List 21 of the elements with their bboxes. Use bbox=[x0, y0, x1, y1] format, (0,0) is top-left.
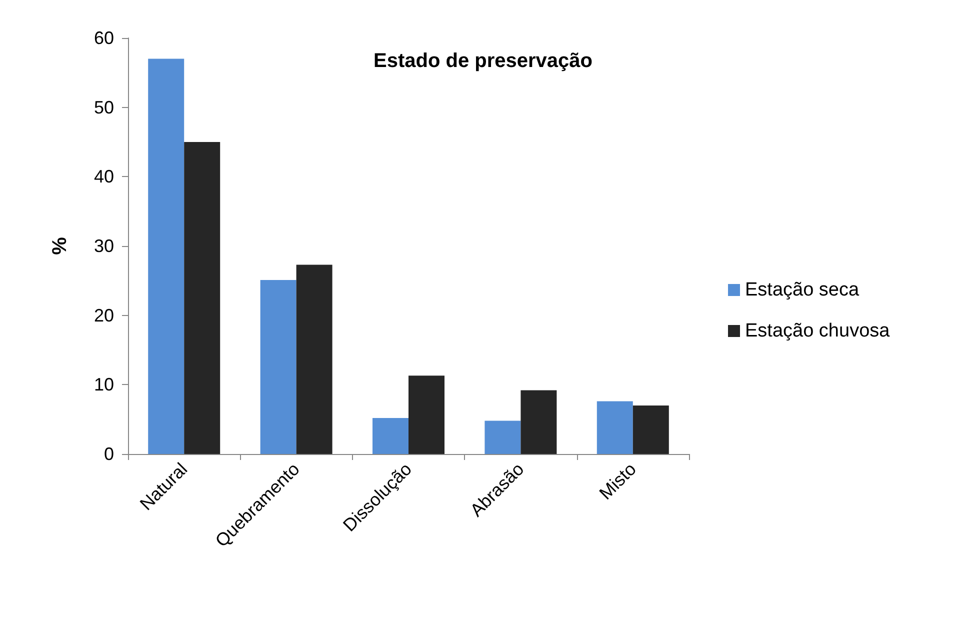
bar bbox=[632, 405, 669, 454]
y-tick-label: 60 bbox=[94, 28, 114, 48]
text: Estado de preservação bbox=[374, 50, 592, 72]
bar bbox=[148, 58, 184, 454]
y-tick-label: 10 bbox=[94, 374, 114, 395]
bar bbox=[260, 280, 296, 454]
legend-label: Estação chuvosa bbox=[745, 320, 890, 342]
y-tick-label: 20 bbox=[94, 305, 114, 326]
y-tick-label: 40 bbox=[94, 166, 114, 187]
y-tick-label: 0 bbox=[104, 444, 114, 464]
bar bbox=[484, 420, 521, 454]
bar bbox=[596, 401, 633, 454]
bar bbox=[296, 264, 332, 454]
y-tick-label: 30 bbox=[94, 236, 114, 256]
y-tick-label: 50 bbox=[94, 97, 114, 118]
bar bbox=[372, 418, 408, 454]
bar bbox=[520, 390, 557, 454]
legend-label: Estação seca bbox=[745, 280, 860, 300]
bar bbox=[184, 142, 220, 454]
y-axis-title: % bbox=[49, 236, 71, 255]
bar bbox=[408, 376, 444, 454]
